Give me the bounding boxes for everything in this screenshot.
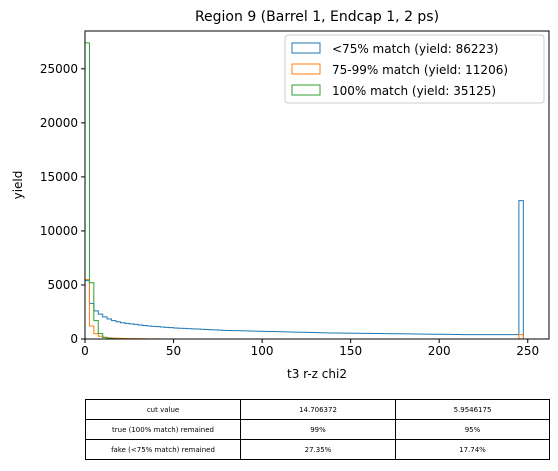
legend-label-100: 100% match (yield: 35125) <box>332 84 496 98</box>
table-cell: 17.74% <box>395 439 550 460</box>
x-tick-label: 150 <box>339 344 362 358</box>
legend-frame <box>284 34 545 104</box>
legend-swatch-100 <box>291 84 321 96</box>
y-axis-label: yield <box>11 171 25 200</box>
series-line-75-99 <box>85 279 524 339</box>
table-cell: 14.706372 <box>240 399 396 420</box>
chart-title: Region 9 (Barrel 1, Endcap 1, 2 ps) <box>195 9 439 25</box>
table-cell: 95% <box>395 419 550 440</box>
cut-table: cut value 14.706372 5.9546175 true (100%… <box>85 399 550 460</box>
table-cell: cut value <box>85 399 241 420</box>
legend-label-under75: <75% match (yield: 86223) <box>332 42 498 56</box>
x-tick-label: 200 <box>428 344 451 358</box>
y-tick-label: 0 <box>70 332 78 346</box>
table-cell: true (100% match) remained <box>85 419 241 440</box>
x-tick-label: 100 <box>251 344 274 358</box>
table-cell: 27.35% <box>240 439 396 460</box>
table-row: cut value 14.706372 5.9546175 <box>85 399 550 420</box>
table-cell: fake (<75% match) remained <box>85 439 241 460</box>
x-tick-label: 0 <box>81 344 89 358</box>
x-axis: 0 50 100 150 200 250 <box>81 339 539 358</box>
table-cell: 99% <box>240 419 396 440</box>
table-cell: 5.9546175 <box>395 399 550 420</box>
table-row: fake (<75% match) remained 27.35% 17.74% <box>85 439 550 460</box>
x-tick-label: 50 <box>166 344 181 358</box>
y-tick-label: 15000 <box>40 170 78 184</box>
y-axis: 0 5000 10000 15000 20000 25000 <box>40 62 85 346</box>
table-row: true (100% match) remained 99% 95% <box>85 419 550 440</box>
series-line-under75 <box>85 200 524 339</box>
legend-swatch-under75 <box>291 42 321 54</box>
x-axis-label: t3 r-z chi2 <box>287 367 347 381</box>
y-tick-label: 5000 <box>47 278 78 292</box>
x-tick-label: 250 <box>516 344 539 358</box>
legend-label-75-99: 75-99% match (yield: 11206) <box>332 63 508 77</box>
y-tick-label: 20000 <box>40 116 78 130</box>
y-tick-label: 25000 <box>40 62 78 76</box>
y-tick-label: 10000 <box>40 224 78 238</box>
legend-swatch-75-99 <box>291 63 321 75</box>
plot-frame <box>84 30 550 340</box>
histogram-chart: Region 9 (Barrel 1, Endcap 1, 2 ps) 0 50 1… <box>11 9 550 381</box>
legend: <75% match (yield: 86223) 75-99% match (… <box>284 34 545 104</box>
